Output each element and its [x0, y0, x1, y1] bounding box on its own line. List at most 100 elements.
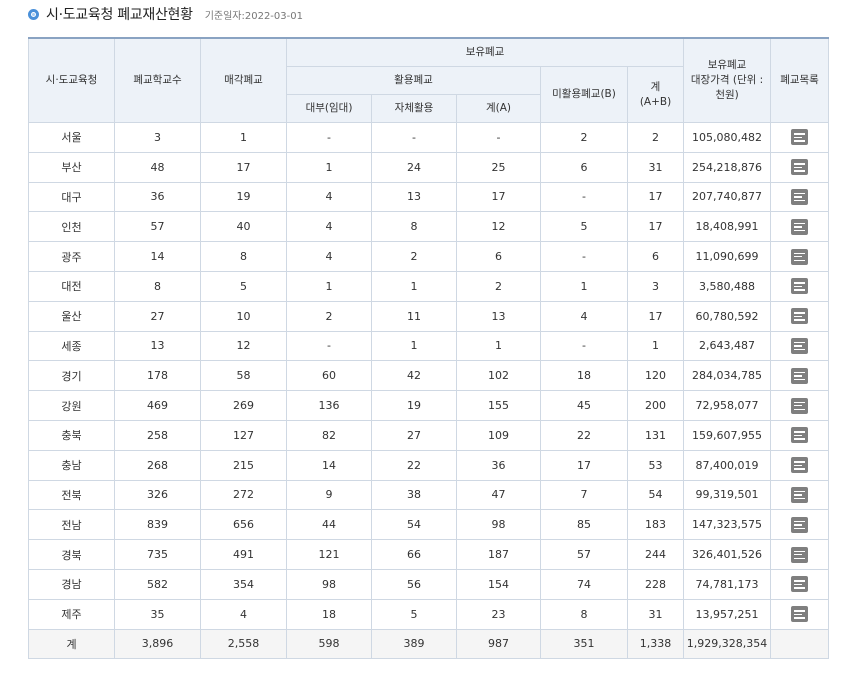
total-cell-sum-a: 987 — [456, 628, 541, 660]
cell-total-ab: 17 — [626, 211, 685, 243]
cell-region: 대구 — [28, 181, 115, 213]
cell-list — [770, 211, 830, 243]
cell-sum-a: 23 — [456, 598, 541, 630]
cell-closed: 582 — [114, 568, 201, 600]
cell-self-use: 8 — [371, 211, 457, 243]
cell-sold: 354 — [200, 568, 287, 600]
cell-total-ab: 228 — [626, 568, 685, 600]
cell-lease: 82 — [286, 419, 372, 451]
cell-region: 전남 — [28, 509, 115, 541]
cell-closed: 27 — [114, 300, 201, 332]
cell-unused: 74 — [540, 568, 628, 600]
cell-unused: 6 — [540, 151, 628, 183]
list-icon[interactable] — [791, 278, 809, 295]
cell-value: 147,323,575 — [683, 509, 772, 541]
list-icon[interactable] — [791, 129, 809, 146]
cell-closed: 48 — [114, 151, 201, 183]
header-total-ab-line1: 계 — [650, 80, 661, 93]
cell-total-ab: 3 — [626, 270, 685, 302]
list-icon[interactable] — [791, 606, 809, 623]
cell-value: 159,607,955 — [683, 419, 772, 451]
cell-region: 경북 — [28, 539, 115, 570]
table-row: 충남 268 215 14 22 36 17 53 87,400,019 — [28, 449, 830, 481]
list-icon[interactable] — [791, 367, 809, 384]
cell-sold: 272 — [200, 479, 287, 511]
list-icon[interactable] — [791, 308, 809, 325]
cell-self-use: 66 — [371, 539, 457, 570]
list-icon[interactable] — [791, 248, 809, 265]
table-row: 경기 178 58 60 42 102 18 120 284,034,785 — [28, 360, 830, 392]
list-icon[interactable] — [791, 546, 809, 563]
cell-list — [770, 449, 830, 481]
cell-value: 254,218,876 — [683, 151, 772, 183]
table-row: 서울 3 1- - -2 2 105,080,482 — [28, 122, 830, 153]
cell-self-use: 22 — [371, 449, 457, 481]
cell-value: 11,090,699 — [683, 241, 772, 272]
cell-unused: 4 — [540, 300, 628, 332]
cell-sum-a: 109 — [456, 419, 541, 451]
table-row: 경북 735 491 121 66 187 57 244 326,401,526 — [28, 539, 830, 570]
cell-region: 서울 — [28, 122, 115, 153]
cell-region: 강원 — [28, 390, 115, 421]
cell-self-use: 1 — [371, 330, 457, 362]
cell-list — [770, 122, 830, 153]
cell-total-ab: 183 — [626, 509, 685, 541]
cell-total-ab: 17 — [626, 181, 685, 213]
total-cell-closed: 3,896 — [114, 628, 201, 660]
cell-sold: 8 — [200, 241, 287, 272]
header-holding: 보유폐교 — [285, 37, 685, 67]
total-cell-total-ab: 1,338 — [626, 628, 685, 660]
list-icon[interactable] — [791, 397, 809, 414]
cell-unused: 17 — [540, 449, 628, 481]
list-icon[interactable] — [791, 457, 809, 474]
cell-sum-a: 47 — [456, 479, 541, 511]
cell-region: 경기 — [28, 360, 115, 392]
cell-region: 충남 — [28, 449, 115, 481]
cell-sold: 491 — [200, 539, 287, 570]
table-row: 제주 35 4 18 5 23 8 31 13,957,251 — [28, 598, 830, 630]
list-icon[interactable] — [791, 486, 809, 503]
cell-list — [770, 598, 830, 630]
total-cell-region: 계 — [28, 628, 115, 660]
table-row: 전북 326 272 9 38 47 7 54 99,319,501 — [28, 479, 830, 511]
cell-lease: 1 — [286, 270, 372, 302]
cell-closed: 14 — [114, 241, 201, 272]
cell-self-use: 24 — [371, 151, 457, 183]
cell-region: 전북 — [28, 479, 115, 511]
cell-self-use: 19 — [371, 390, 457, 421]
cell-region: 경남 — [28, 568, 115, 600]
cell-closed: 13 — [114, 330, 201, 362]
total-cell-sold: 2,558 — [200, 628, 287, 660]
cell-total-ab: 131 — [626, 419, 685, 451]
cell-sum-a: 36 — [456, 449, 541, 481]
total-cell-unused: 351 — [540, 628, 628, 660]
cell-value: 207,740,877 — [683, 181, 772, 213]
list-icon[interactable] — [791, 188, 809, 205]
cell-lease: - — [286, 122, 372, 153]
cell-total-ab: 2 — [626, 122, 685, 153]
list-icon[interactable] — [791, 218, 809, 235]
list-icon[interactable] — [791, 159, 809, 176]
cell-sold: 17 — [200, 151, 287, 183]
cell-sold: 10 — [200, 300, 287, 332]
cell-total-ab: 31 — [626, 151, 685, 183]
list-icon[interactable] — [791, 337, 809, 354]
cell-value: 99,319,501 — [683, 479, 772, 511]
table-row: 세종 13 12-1 1-1 2,643,487 — [28, 330, 830, 362]
table-row: 광주 14 8 4 2 6-6 11,090,699 — [28, 241, 830, 272]
cell-value: 326,401,526 — [683, 539, 772, 570]
cell-self-use: 1 — [371, 270, 457, 302]
header-total-ab-line2: (A+B) — [639, 95, 672, 108]
list-icon[interactable] — [791, 516, 809, 533]
cell-value: 18,408,991 — [683, 211, 772, 243]
list-icon[interactable] — [791, 427, 809, 444]
cell-closed: 57 — [114, 211, 201, 243]
cell-self-use: - — [371, 122, 457, 153]
cell-sum-a: 13 — [456, 300, 541, 332]
list-icon[interactable] — [791, 576, 809, 593]
cell-value: 2,643,487 — [683, 330, 772, 362]
cell-value: 284,034,785 — [683, 360, 772, 392]
table-row: 강원 469 269 136 19 155 45 200 72,958,077 — [28, 390, 830, 421]
cell-unused: - — [540, 241, 628, 272]
cell-sum-a: 154 — [456, 568, 541, 600]
